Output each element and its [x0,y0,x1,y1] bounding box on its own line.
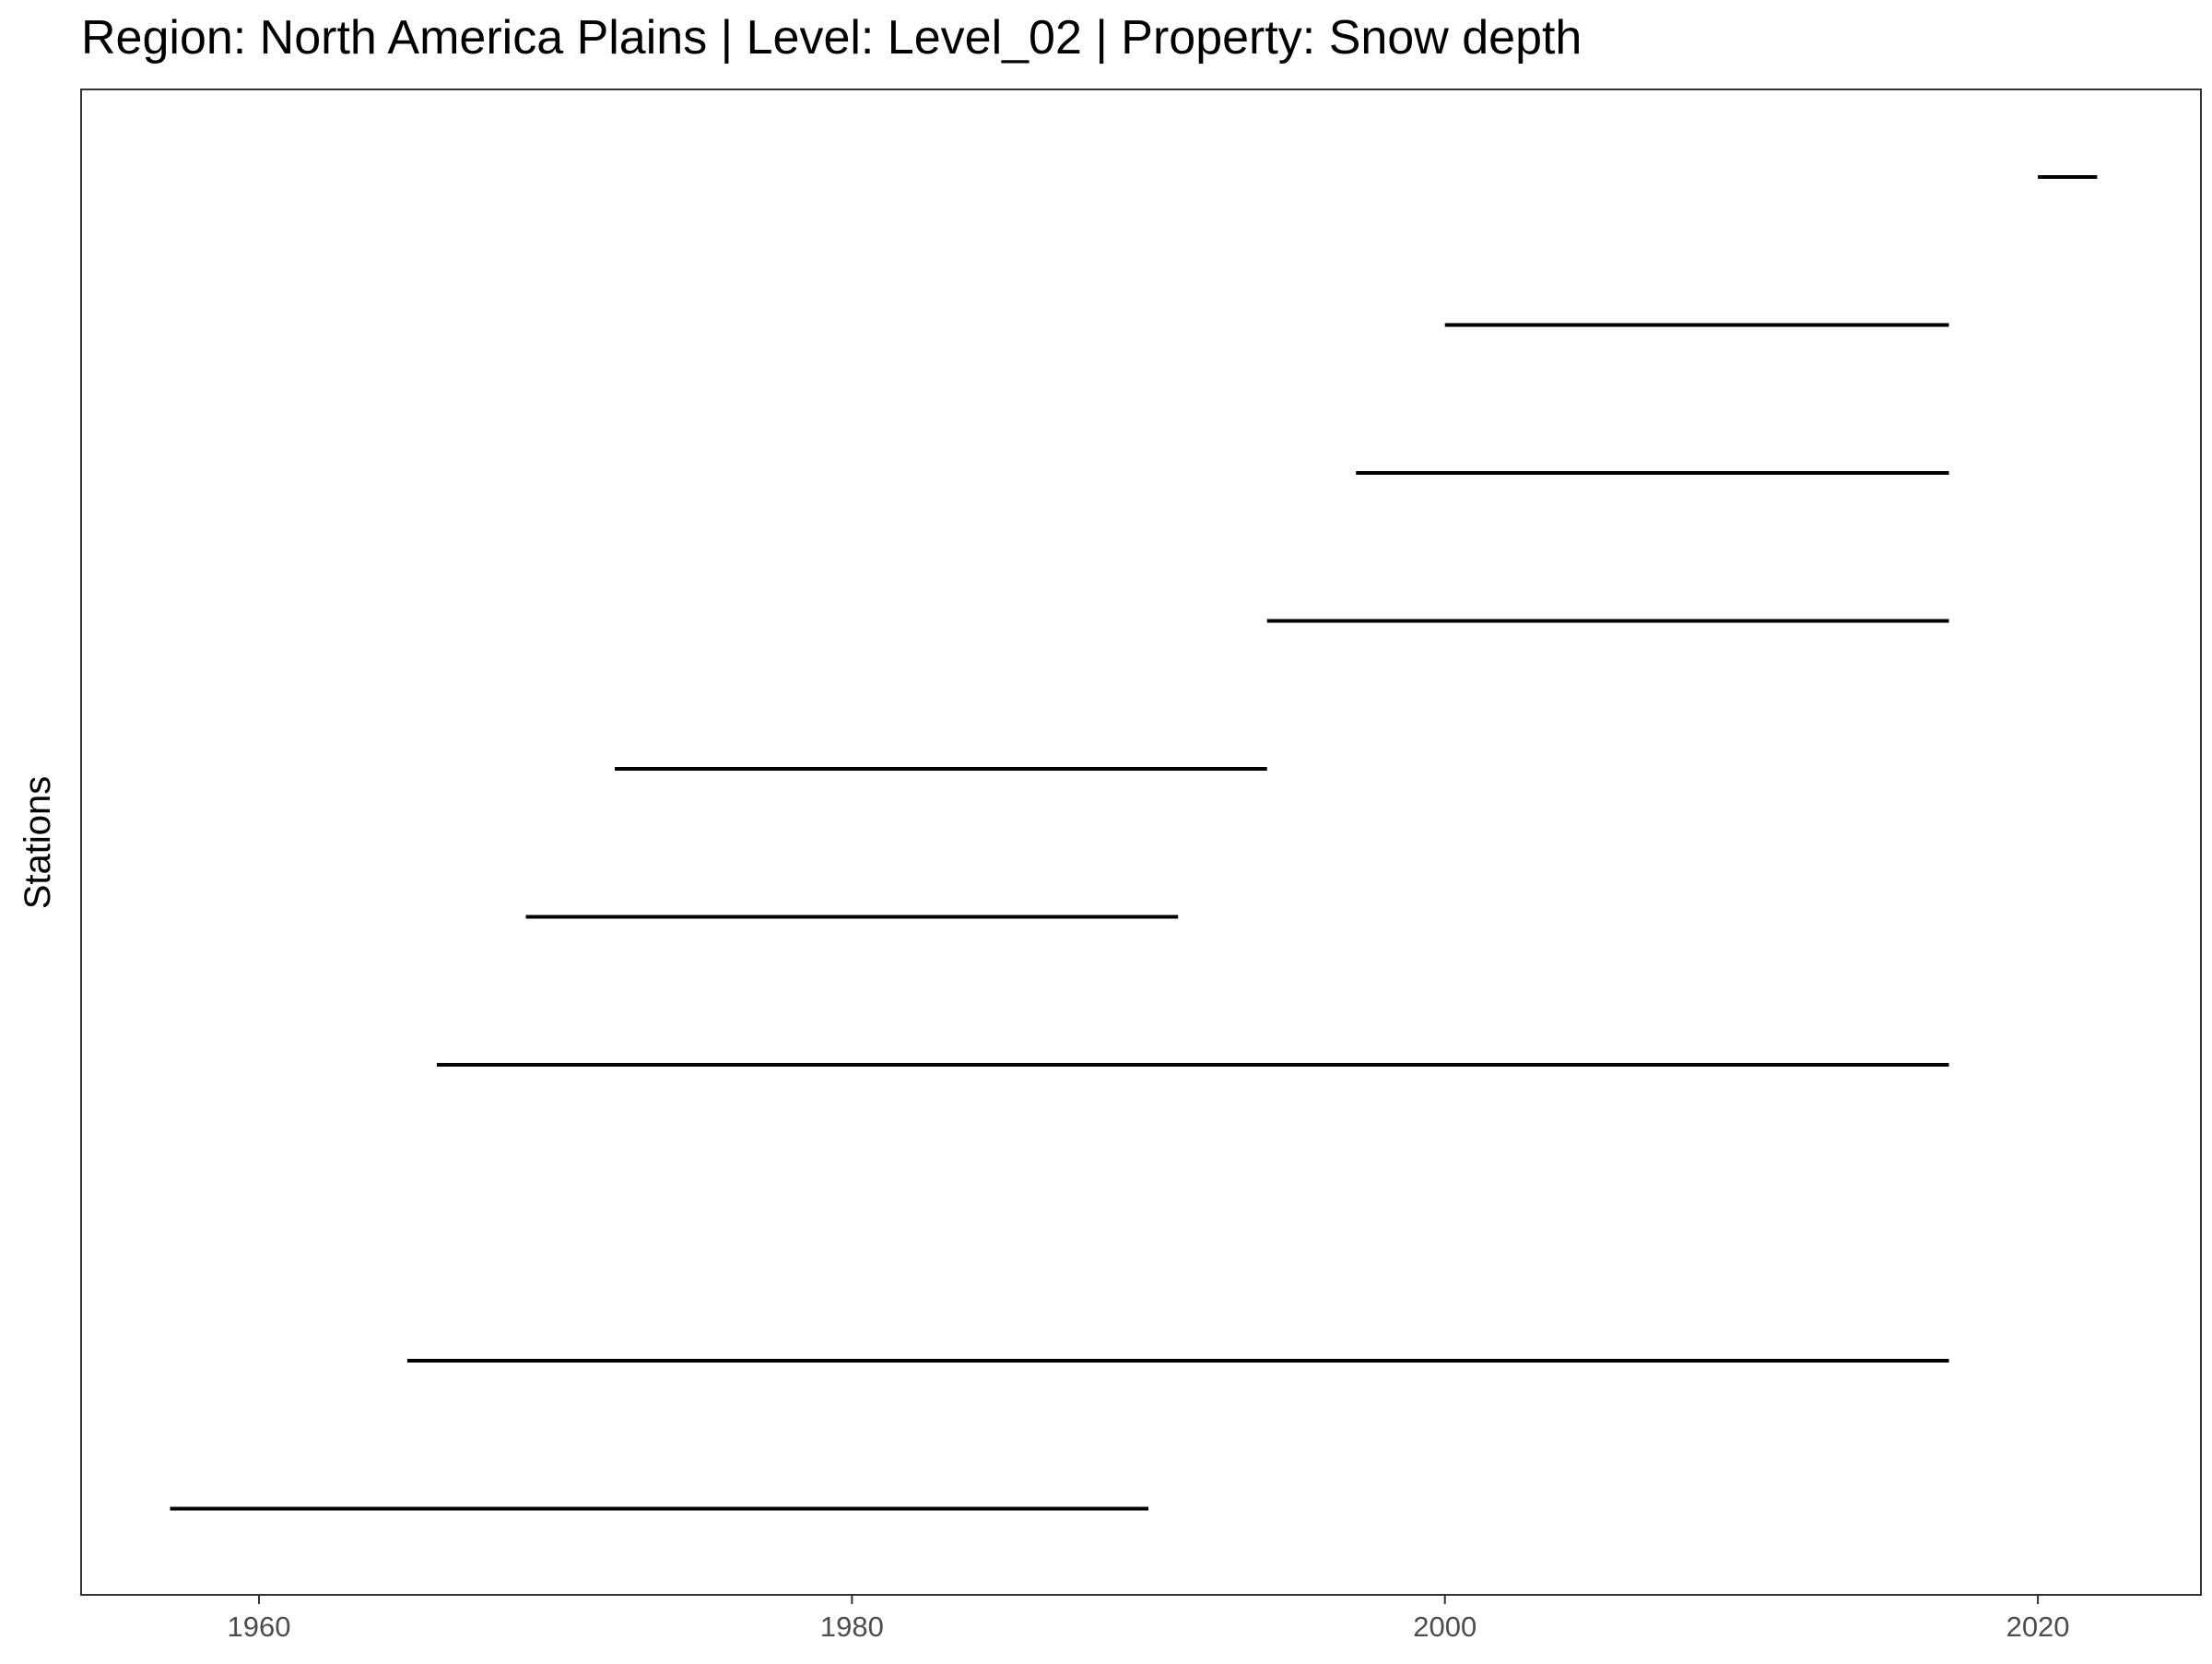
y-axis-title: Stations [18,776,58,910]
chart-title: Region: North America Plains | Level: Le… [81,11,1582,65]
station-segments [170,175,2098,1511]
x-axis: 1960 1980 2000 2020 [228,1595,2070,1643]
x-tick-label: 2000 [1413,1611,1477,1643]
x-tick-label: 1980 [820,1611,884,1643]
x-tick-label: 2020 [2006,1611,2070,1643]
plot-panel [80,89,2202,1596]
x-tick-label: 1960 [228,1611,291,1643]
